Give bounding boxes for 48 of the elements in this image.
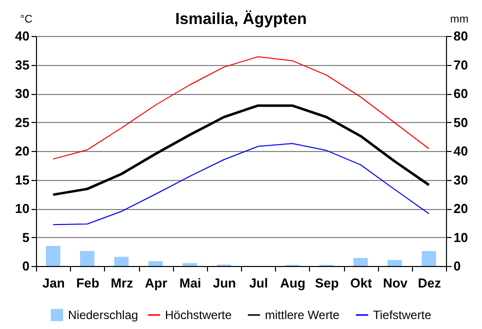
bar <box>80 251 94 266</box>
x-tick-label: Jun <box>212 276 236 290</box>
y-tick-label: 30 <box>15 86 30 101</box>
y-tick-label: 35 <box>15 57 30 72</box>
bar <box>114 256 129 266</box>
y2-tick-label: 80 <box>454 28 468 44</box>
y2-tick-label: 10 <box>454 230 468 245</box>
y-tick-label: 40 <box>15 28 30 44</box>
bar <box>148 261 163 266</box>
y2-tick-label: 20 <box>454 201 468 216</box>
x-tick-label: Mrz <box>110 276 134 290</box>
y-tick-label: 15 <box>15 172 30 188</box>
x-tick-label: Feb <box>76 276 100 290</box>
y-tick-label: 0 <box>22 258 30 274</box>
x-tick-label: Mai <box>179 276 202 290</box>
y2-tick-label: 60 <box>454 86 468 101</box>
y2-tick-label: 40 <box>454 144 468 158</box>
y-tick-label: 5 <box>22 230 30 245</box>
y-tick-label: 10 <box>15 201 30 216</box>
bar <box>182 263 197 266</box>
bar <box>353 258 368 266</box>
y-tick-label: 20 <box>15 144 30 158</box>
y2-tick-label: 70 <box>454 57 468 72</box>
x-tick-label: Dez <box>418 276 442 290</box>
x-tick-label: Sep <box>314 276 339 290</box>
bar <box>46 246 60 266</box>
line-series <box>52 104 430 196</box>
y2-tick-label: 50 <box>454 114 468 130</box>
y2-tick-label: 0 <box>454 258 461 274</box>
x-tick-label: Apr <box>144 276 168 290</box>
chart-title: Ismailia, Ägypten <box>175 10 307 28</box>
bar <box>422 251 436 266</box>
legend-label: Niederschlag <box>68 308 138 322</box>
legend-label: Höchstwerte <box>165 308 232 322</box>
line-series <box>52 143 430 226</box>
y2-axis-title: mm <box>450 14 468 26</box>
legend-label: mittlere Werte <box>265 308 340 322</box>
line-series <box>52 56 430 160</box>
y2-tick-label: 30 <box>454 172 468 188</box>
x-tick-label: Jan <box>42 276 65 290</box>
x-tick-label: Aug <box>280 276 306 290</box>
x-tick-label: Jul <box>249 276 268 290</box>
bar <box>388 260 402 266</box>
y-tick-label: 25 <box>15 114 30 130</box>
y-axis-title: °C <box>20 14 33 26</box>
x-tick-label: Okt <box>350 276 373 290</box>
x-tick-label: Nov <box>382 276 408 290</box>
legend-label: Tiefstwerte <box>373 308 432 322</box>
